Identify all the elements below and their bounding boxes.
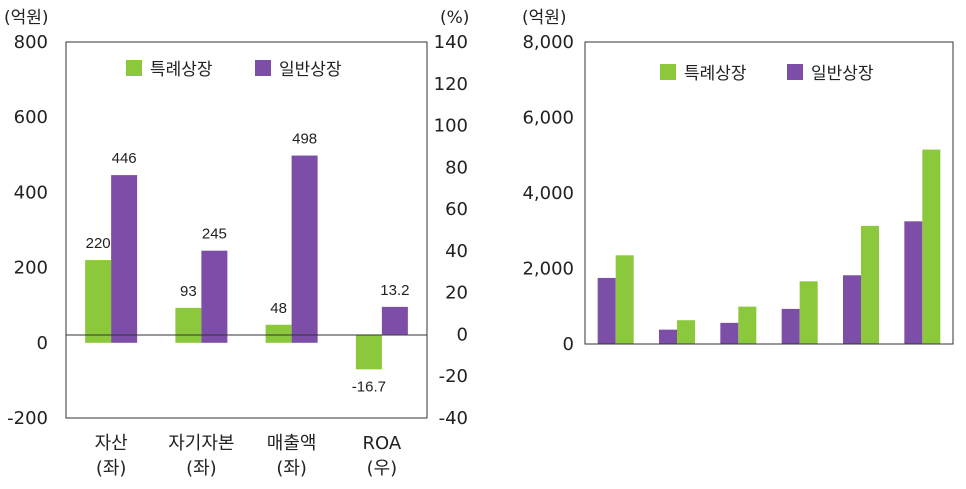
left-y-tick-label: -200 — [7, 408, 48, 429]
right-y-tick-label: 20 — [445, 283, 468, 304]
bar-general-0 — [111, 175, 138, 343]
right-y-ticks: 140 120 100 80 60 40 20 0 -20 -40 — [434, 32, 468, 429]
right-chart-y-tick-label: 0 — [563, 334, 574, 355]
bar-general-0 — [597, 277, 616, 344]
bar-special-0 — [85, 260, 112, 343]
category-axis-note: (좌) — [276, 458, 307, 479]
data-label: 220 — [86, 235, 111, 252]
legend-label: 특례상장 — [684, 64, 747, 84]
bar-special-3 — [799, 281, 818, 344]
data-label: 93 — [180, 283, 197, 300]
right-chart-y-ticks: 8,000 6,000 4,000 2,000 0 — [522, 32, 574, 355]
bar-general-3 — [781, 308, 800, 344]
right-y-tick-label: 60 — [445, 199, 468, 220]
category-label: 자산 — [95, 433, 128, 454]
category-axis-note: (좌) — [96, 458, 127, 479]
right-y-tick-label: 120 — [434, 74, 468, 95]
bar-special-5 — [922, 149, 941, 344]
category-axis-note: (좌) — [186, 458, 217, 479]
left-y-tick-label: 400 — [14, 182, 48, 203]
legend-swatch — [787, 64, 803, 80]
left-y-tick-label: 200 — [14, 258, 48, 279]
legend-swatch — [126, 60, 142, 76]
data-label: 498 — [292, 131, 317, 148]
left-data-labels: 220 446 93 245 48 498 -16.7 13.2 — [86, 131, 410, 396]
right-chart-y-tick-label: 4,000 — [522, 183, 574, 204]
right-plot-frame — [584, 41, 954, 345]
data-label: 13.2 — [380, 282, 409, 299]
bar-special-4 — [861, 225, 879, 344]
right-chart-y-unit: (억원) — [522, 8, 567, 28]
category-label: 자기자본 — [168, 433, 234, 454]
legend-swatch — [660, 64, 676, 80]
right-y-tick-label: 100 — [434, 116, 468, 137]
right-y-tick-label: -20 — [439, 366, 468, 387]
right-chart-legend: 특례상장 일반상장 — [660, 64, 874, 84]
right-chart: (억원) 8,000 6,000 4,000 2,000 0 특례상장 일반상장 — [522, 8, 954, 355]
bar-general-4 — [843, 275, 861, 344]
left-y-unit: (억원) — [4, 8, 49, 28]
data-label: -16.7 — [352, 378, 386, 395]
bar-special-2 — [265, 324, 292, 343]
data-label: 48 — [270, 300, 287, 317]
left-bars — [85, 155, 408, 370]
legend-swatch — [255, 60, 271, 76]
legend-label: 일반상장 — [279, 60, 342, 80]
right-y-tick-label: -40 — [439, 408, 468, 429]
right-y-tick-label: 140 — [434, 32, 468, 53]
bar-general-3 — [381, 306, 408, 335]
bar-general-1 — [201, 250, 228, 343]
bar-general-2 — [291, 155, 318, 343]
bar-general-1 — [659, 329, 677, 344]
right-y-tick-label: 80 — [445, 157, 468, 178]
bar-special-0 — [615, 255, 634, 344]
bar-general-5 — [904, 221, 923, 344]
bar-special-2 — [738, 306, 757, 344]
left-plot-frame — [65, 41, 428, 419]
bar-general-2 — [720, 322, 739, 344]
bar-special-1 — [677, 320, 695, 344]
category-label: ROA — [363, 433, 402, 454]
left-y-tick-label: 600 — [14, 107, 48, 128]
right-y-tick-label: 0 — [457, 324, 468, 345]
right-chart-bars — [597, 149, 941, 344]
category-axis-note: (우) — [367, 458, 398, 479]
right-y-tick-label: 40 — [445, 241, 468, 262]
legend-label: 일반상장 — [811, 64, 874, 84]
bar-special-3 — [355, 334, 382, 370]
right-chart-y-tick-label: 2,000 — [522, 259, 574, 280]
bar-special-1 — [175, 307, 202, 343]
right-chart-y-tick-label: 6,000 — [522, 108, 574, 129]
data-label: 245 — [202, 226, 227, 243]
data-label: 446 — [112, 150, 137, 167]
left-category-labels: 자산 (좌) 자기자본 (좌) 매출액 (좌) ROA (우) — [95, 433, 402, 479]
left-y-tick-label: 800 — [14, 32, 48, 53]
left-legend: 특례상장 일반상장 — [126, 60, 342, 80]
right-chart-y-tick-label: 8,000 — [522, 32, 574, 53]
category-label: 매출액 — [267, 433, 317, 454]
legend-label: 특례상장 — [150, 60, 213, 80]
left-y-tick-label: 0 — [37, 333, 48, 354]
right-y-unit: (%) — [440, 8, 469, 28]
left-y-ticks: 800 600 400 200 0 -200 — [7, 32, 48, 429]
